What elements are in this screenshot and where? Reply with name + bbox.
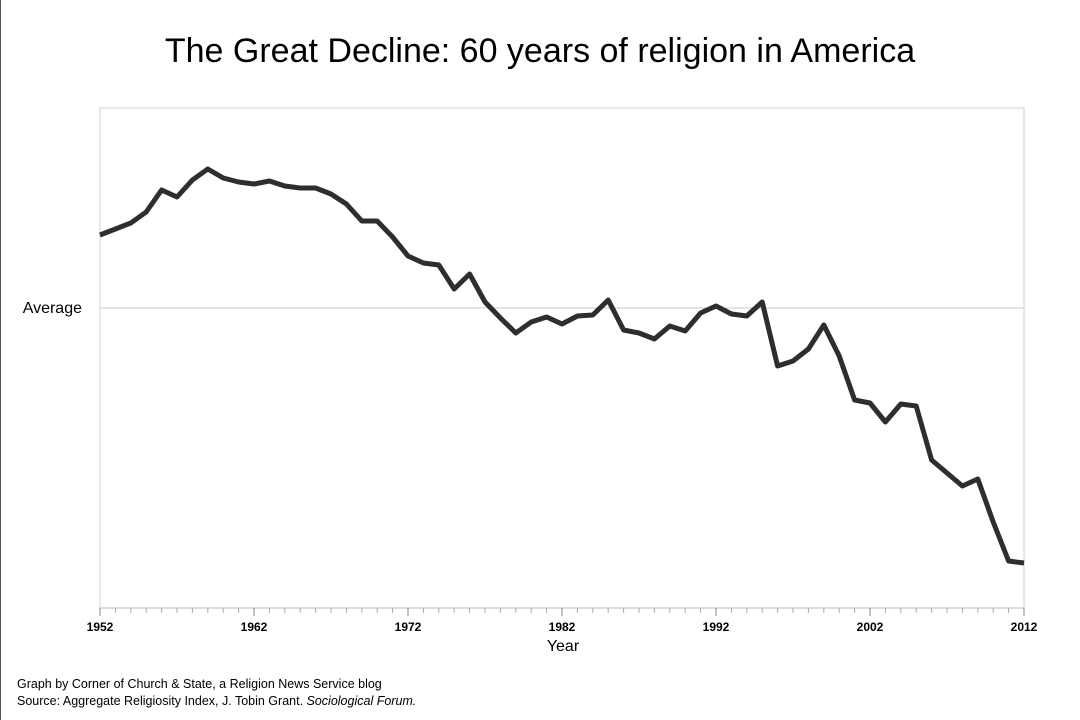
x-tick-label: 2012 (1011, 620, 1038, 634)
x-tick-label: 1952 (87, 620, 114, 634)
x-axis-label: Year (547, 638, 580, 655)
source-publication: Sociological Forum. (306, 694, 417, 708)
y-tick-label: Average (23, 300, 82, 317)
x-tick-label: 1992 (703, 620, 730, 634)
chart-title: The Great Decline: 60 years of religion … (165, 32, 915, 70)
data-line (99, 166, 1025, 566)
x-tick-label: 1982 (549, 620, 576, 634)
x-tick-label: 1972 (395, 620, 422, 634)
x-tick-label: 1962 (241, 620, 268, 634)
x-tick-label: 2002 (857, 620, 884, 634)
source-line: Source: Aggregate Religiosity Index, J. … (17, 693, 416, 710)
footer: Graph by Corner of Church & State, a Rel… (17, 676, 416, 710)
credit: Graph by Corner of Church & State, a Rel… (17, 677, 382, 691)
source: Source: Aggregate Religiosity Index, J. … (17, 694, 307, 708)
